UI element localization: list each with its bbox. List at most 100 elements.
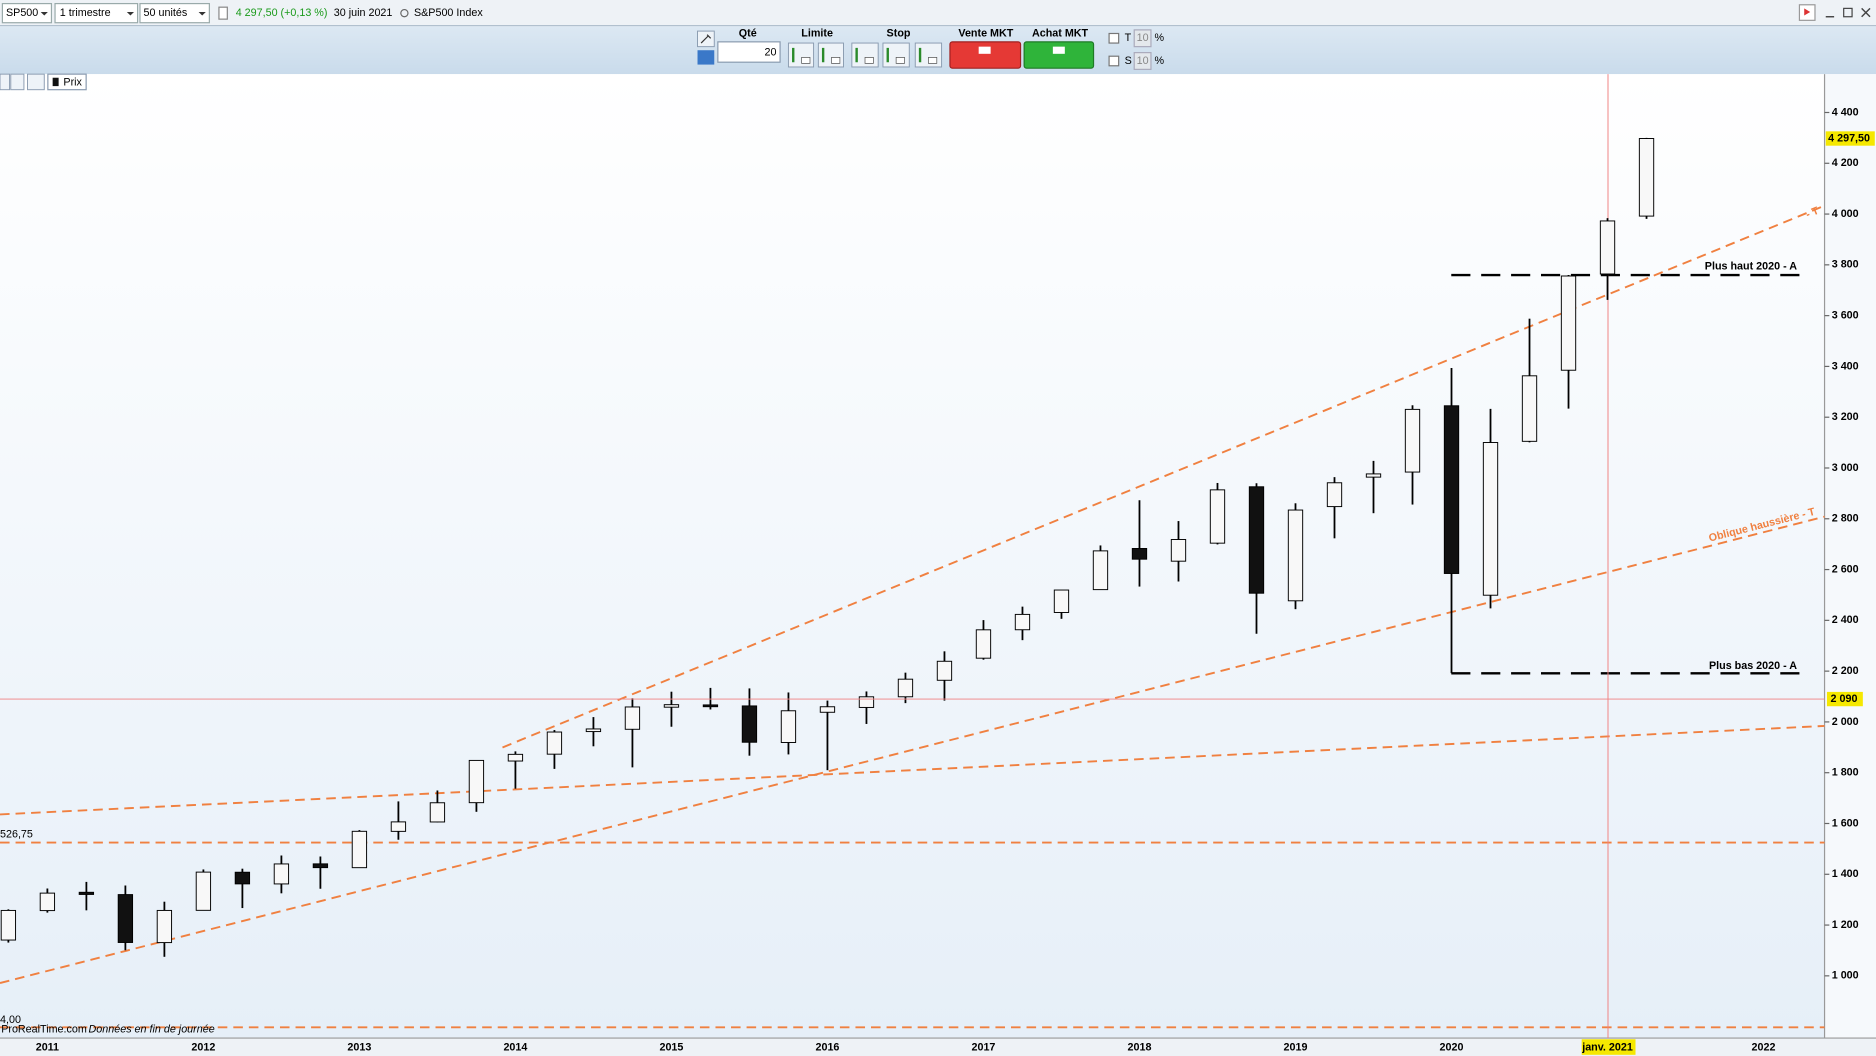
candle-body [975, 629, 992, 659]
candle-body [468, 759, 485, 804]
y-tick-label: 4 200 [1832, 157, 1859, 169]
y-tick-label: 3 400 [1832, 360, 1859, 372]
legend-button[interactable] [10, 73, 25, 91]
dropdown-arrow [40, 11, 48, 16]
candle-body [156, 909, 173, 944]
footer: ProRealTime.com [1, 1024, 87, 1036]
instrument: S&P500 Index [414, 7, 483, 19]
y-tick-label: 4 400 [1832, 106, 1859, 118]
y-tick-label: 1 600 [1832, 817, 1859, 829]
top-bar [0, 0, 1876, 27]
candle-body [819, 706, 836, 713]
t-checkbox[interactable] [1108, 32, 1120, 44]
refresh-glyph [1804, 8, 1811, 16]
x-tick-label: 2013 [347, 1041, 371, 1053]
buy-label: Achat MKT [1032, 27, 1089, 39]
y-tick-label: 3 800 [1832, 259, 1859, 271]
legend-swatch [52, 77, 59, 87]
candle-body [117, 894, 134, 943]
s-label: S [1125, 55, 1132, 67]
wrench-glyph [700, 34, 712, 44]
footer-note: Données en fin de journée [89, 1024, 215, 1036]
sell-market-button[interactable] [949, 41, 1022, 69]
x-tick-label: 2020 [1440, 1041, 1464, 1053]
buy-market-button[interactable] [1023, 41, 1095, 69]
candle-body [1170, 539, 1187, 562]
candle-body [780, 710, 797, 743]
candle-body [1014, 613, 1031, 631]
candle-body [1287, 509, 1304, 602]
units: 50 unités [144, 7, 188, 19]
t-unit: % [1155, 32, 1165, 44]
candle-body [1053, 589, 1070, 613]
candle-body [1560, 275, 1577, 371]
plot-area [0, 74, 1825, 1039]
stop-label: Stop [887, 27, 911, 39]
candle-body [78, 891, 95, 895]
legend-button[interactable] [0, 73, 11, 91]
keypad-button[interactable] [697, 50, 715, 65]
candle-body [702, 704, 719, 708]
y-tick-label: 2 600 [1832, 563, 1859, 575]
buy-glyph [1052, 46, 1065, 54]
date: 30 juin 2021 [334, 7, 393, 19]
y-tick-label: 2 400 [1832, 614, 1859, 626]
candle-body [1209, 489, 1226, 544]
info-icon[interactable] [218, 6, 228, 20]
y-tick-label: 3 200 [1832, 411, 1859, 423]
x-tick-label: 2019 [1284, 1041, 1308, 1053]
period-select[interactable] [54, 2, 139, 24]
legend-button[interactable] [27, 73, 45, 91]
candle-body [741, 705, 758, 743]
s-checkbox[interactable] [1108, 55, 1120, 67]
x-tick-label: 2017 [972, 1041, 996, 1053]
trend-line [0, 724, 1825, 816]
units-select[interactable] [139, 2, 210, 24]
candle-body [1443, 405, 1460, 574]
cursor-date-box [1581, 1039, 1636, 1055]
symbol: SP500 [6, 7, 38, 19]
button-glyphs [801, 57, 938, 64]
candle-body [429, 802, 446, 823]
candle-body [234, 871, 251, 885]
y-tick-label: 2 000 [1832, 716, 1859, 728]
t-value: 10 [1137, 32, 1149, 44]
candle-body [663, 704, 680, 708]
annotation: - T [1804, 205, 1821, 221]
candle-body [585, 728, 602, 733]
dropdown-arrow [126, 11, 134, 16]
s-input[interactable] [1133, 52, 1152, 70]
candle-body [1599, 220, 1616, 275]
sell-glyph [978, 46, 991, 54]
time-axis [0, 1038, 1876, 1056]
y-tick-label: 2 800 [1832, 513, 1859, 525]
x-tick-label: 2022 [1752, 1041, 1776, 1053]
s-value: 10 [1137, 55, 1149, 67]
candle-body [1521, 375, 1538, 442]
restore-button[interactable] [1843, 7, 1853, 18]
x-tick-label: 2016 [815, 1041, 839, 1053]
t-input[interactable] [1133, 29, 1152, 48]
last-price: 4 297,50 (+0,13 %) [236, 7, 328, 19]
candle-body [858, 696, 875, 708]
last-price-label: 4 297,50 [1828, 132, 1870, 144]
y-tick-label: 1 200 [1832, 919, 1859, 931]
symbol-select[interactable] [1, 2, 53, 24]
t-label: T [1125, 32, 1132, 44]
candle-body [312, 863, 329, 869]
y-tick-label: 4 000 [1832, 208, 1859, 220]
candle-body [1248, 486, 1265, 594]
qty-input[interactable] [717, 41, 781, 63]
dropdown-arrow [198, 11, 206, 16]
close-button[interactable] [1861, 7, 1871, 18]
candle-body [273, 863, 290, 885]
cursor-price-label: 2 090 [1831, 693, 1858, 705]
candle-body [546, 731, 563, 755]
candle-body [1482, 442, 1499, 596]
x-tick-label: 2015 [659, 1041, 683, 1053]
x-tick-label: 2011 [36, 1041, 59, 1053]
trend-line [0, 515, 1825, 984]
limit-label: Limite [801, 27, 833, 39]
